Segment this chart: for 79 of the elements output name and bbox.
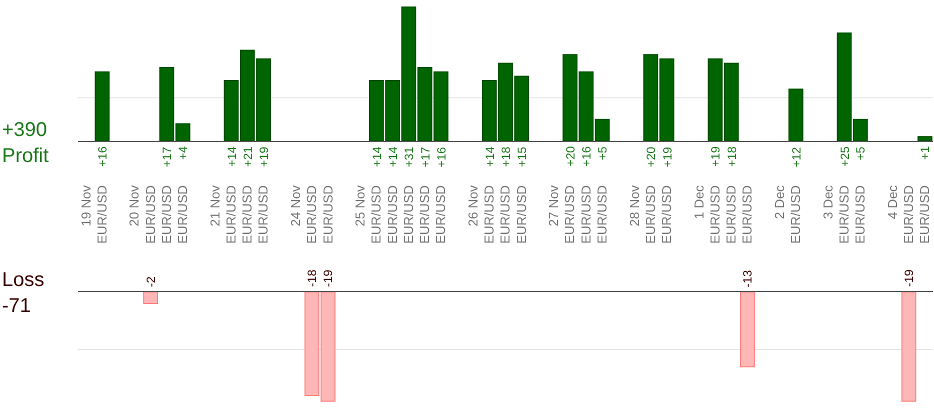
data-label: -2 bbox=[144, 276, 158, 288]
data-label: +14 bbox=[482, 146, 497, 167]
x-tick-label: EUR/USD bbox=[514, 185, 529, 244]
x-tick-label: EUR/USD bbox=[417, 185, 432, 244]
x-tick-label: 24 Nov bbox=[288, 184, 304, 226]
x-tick-label: EUR/USD bbox=[788, 185, 804, 244]
x-tick-label: EUR/USD bbox=[724, 185, 739, 244]
text: -71 bbox=[2, 295, 31, 317]
x-tick-label: EUR/USD bbox=[594, 185, 610, 244]
x-tick-label: 2 Dec bbox=[772, 184, 787, 220]
x-tick-label: EUR/USD bbox=[433, 185, 448, 244]
x-tick-label: EUR/USD bbox=[368, 185, 384, 244]
x-tick-label: EUR/USD bbox=[304, 185, 320, 244]
x-tick-label: EUR/USD bbox=[917, 185, 932, 244]
data-label: +15 bbox=[515, 146, 530, 168]
x-tick-label: 4 Dec bbox=[884, 184, 900, 220]
x-tick-label: EUR/USD bbox=[175, 185, 190, 244]
bar bbox=[94, 71, 110, 141]
x-tick-label: 21 Nov bbox=[207, 184, 222, 226]
x-tick-label: EUR/USD bbox=[659, 185, 674, 244]
x-tick-label: EUR/USD bbox=[223, 185, 238, 244]
data-label: +17 bbox=[160, 146, 174, 168]
x-tick-label: EUR/USD bbox=[142, 185, 158, 244]
x-tick-label: EUR/USD bbox=[240, 185, 255, 244]
data-label: +19 bbox=[708, 146, 723, 167]
data-label: +4 bbox=[176, 146, 190, 160]
x-tick-label: EUR/USD bbox=[384, 185, 400, 244]
data-label: +18 bbox=[724, 146, 739, 167]
x-tick-label: 20 Nov bbox=[126, 184, 142, 226]
data-label: +5 bbox=[595, 146, 610, 160]
x-tick-label: 19 Nov bbox=[78, 184, 94, 226]
x-tick-label: EUR/USD bbox=[836, 185, 852, 244]
x-tick-label: 26 Nov bbox=[465, 184, 480, 226]
data-label: -13 bbox=[740, 270, 754, 288]
bar bbox=[918, 136, 932, 141]
data-label: +21 bbox=[240, 146, 255, 167]
x-tick-label: 1 Dec bbox=[691, 184, 706, 220]
data-label: +5 bbox=[853, 146, 868, 160]
text: +390 bbox=[2, 119, 48, 141]
data-label: +14 bbox=[386, 146, 400, 168]
x-tick-label: EUR/USD bbox=[578, 185, 594, 244]
x-tick-label: EUR/USD bbox=[256, 185, 271, 244]
x-tick-label: 28 Nov bbox=[626, 184, 642, 226]
data-label: +25 bbox=[838, 146, 852, 167]
data-label: -19 bbox=[321, 269, 336, 288]
data-label: +20 bbox=[644, 146, 658, 168]
data-label: +31 bbox=[402, 146, 416, 168]
x-tick-label: EUR/USD bbox=[320, 185, 336, 244]
x-tick-label: EUR/USD bbox=[901, 185, 916, 244]
data-label: +20 bbox=[564, 146, 578, 167]
data-label: +1 bbox=[918, 146, 932, 160]
x-tick-label: EUR/USD bbox=[562, 185, 578, 244]
data-label: +16 bbox=[96, 146, 110, 167]
x-tick-label: EUR/USD bbox=[642, 185, 658, 244]
data-label: +16 bbox=[434, 146, 448, 168]
bar bbox=[788, 88, 804, 141]
x-tick-label: EUR/USD bbox=[498, 185, 513, 244]
data-label: +14 bbox=[370, 146, 384, 167]
x-tick-label: 3 Dec bbox=[820, 184, 836, 220]
text: Loss bbox=[2, 269, 44, 291]
x-tick-label: EUR/USD bbox=[852, 185, 868, 244]
x-tick-label: EUR/USD bbox=[158, 185, 174, 244]
data-label: +18 bbox=[499, 146, 513, 167]
data-label: -18 bbox=[304, 269, 319, 287]
x-tick-label: 27 Nov bbox=[546, 184, 562, 226]
x-tick-label: EUR/USD bbox=[707, 185, 722, 244]
data-label: +19 bbox=[257, 146, 272, 168]
text: Profit bbox=[2, 145, 50, 167]
x-tick-label: 25 Nov bbox=[352, 184, 368, 226]
data-label: +19 bbox=[660, 146, 674, 168]
x-tick-label: EUR/USD bbox=[400, 185, 416, 244]
x-tick-label: EUR/USD bbox=[740, 185, 755, 244]
data-label: +17 bbox=[418, 146, 432, 168]
data-label: +14 bbox=[224, 146, 239, 167]
data-label: +12 bbox=[789, 146, 804, 168]
data-label: -19 bbox=[902, 269, 916, 287]
x-tick-label: EUR/USD bbox=[94, 185, 110, 244]
data-label: +16 bbox=[580, 146, 594, 167]
x-tick-label: EUR/USD bbox=[482, 185, 497, 244]
